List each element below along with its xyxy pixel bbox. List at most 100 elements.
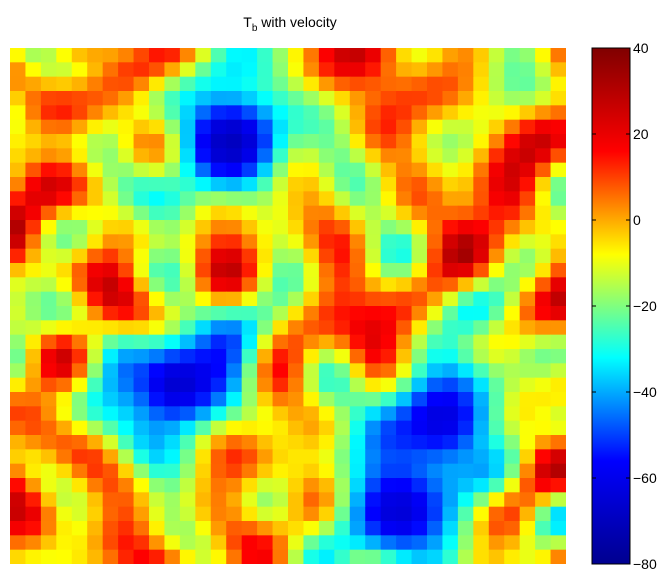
heatmap-cell [535, 134, 552, 149]
heatmap-cell [195, 62, 212, 78]
heatmap-cell [10, 349, 27, 364]
heatmap-cell [210, 535, 227, 551]
heatmap-cell [257, 320, 274, 336]
heatmap-cell [257, 506, 274, 522]
heatmap-cell [504, 377, 521, 393]
heatmap-cell [535, 205, 552, 221]
heatmap-cell [303, 205, 320, 221]
heatmap-cell [272, 119, 289, 135]
heatmap-cell [519, 91, 536, 106]
heatmap-cell [365, 420, 382, 436]
heatmap-cell [241, 377, 258, 393]
heatmap-cell [149, 220, 166, 235]
heatmap-cell [427, 449, 444, 465]
heatmap-cell [10, 177, 27, 192]
heatmap-cell [257, 463, 274, 479]
heatmap-cell [210, 549, 227, 564]
heatmap-cell [71, 91, 88, 106]
heatmap-cell [149, 363, 166, 379]
heatmap-cell [504, 205, 521, 221]
heatmap-cell [349, 349, 366, 364]
heatmap-cell [349, 91, 366, 106]
heatmap-cell [396, 248, 413, 264]
heatmap-cell [380, 277, 397, 293]
heatmap-cell [40, 478, 57, 493]
heatmap-cell [550, 549, 566, 564]
heatmap-cell [71, 291, 88, 307]
heatmap-cell [226, 205, 243, 221]
heatmap-cell [10, 277, 27, 293]
heatmap-cell [519, 406, 536, 422]
heatmap-cell [272, 478, 289, 493]
heatmap-cell [10, 449, 27, 465]
heatmap-cell [149, 62, 166, 78]
heatmap-cell [488, 134, 505, 149]
heatmap-cell [334, 105, 351, 121]
heatmap-cell [10, 320, 27, 336]
heatmap-cell [488, 420, 505, 436]
heatmap-cell [241, 291, 258, 307]
heatmap-cell [226, 263, 243, 278]
heatmap-cell [457, 234, 474, 250]
heatmap-cell [488, 277, 505, 293]
heatmap-cell [272, 234, 289, 250]
heatmap-cell [396, 521, 413, 536]
heatmap-cell [365, 76, 382, 92]
heatmap-cell [118, 91, 135, 106]
heatmap-cell [40, 191, 57, 207]
heatmap-cell [179, 91, 196, 106]
heatmap-cell [71, 463, 88, 479]
heatmap-cell [411, 177, 428, 192]
heatmap-cell [164, 334, 181, 350]
heatmap-cell [473, 220, 490, 235]
heatmap-cell [504, 62, 521, 78]
heatmap-cell [504, 119, 521, 135]
heatmap-cell [272, 148, 289, 164]
heatmap-cell [102, 506, 119, 522]
heatmap-cell [71, 248, 88, 264]
heatmap-cell [519, 549, 536, 564]
heatmap-cell [210, 277, 227, 293]
heatmap-cell [164, 162, 181, 178]
heatmap-cell [133, 449, 150, 465]
heatmap-cell [318, 234, 335, 250]
heatmap-cell [149, 162, 166, 178]
heatmap-cell [442, 134, 459, 149]
heatmap-cell [303, 392, 320, 407]
heatmap-cell [210, 205, 227, 221]
heatmap-cell [87, 363, 104, 379]
heatmap-cell [473, 377, 490, 393]
heatmap-cell [71, 234, 88, 250]
heatmap-cell [473, 119, 490, 135]
heatmap-cell [380, 349, 397, 364]
heatmap-cell [226, 291, 243, 307]
heatmap-cell [226, 48, 243, 63]
heatmap-cell [457, 134, 474, 149]
heatmap-cell [210, 191, 227, 207]
heatmap-cell [118, 420, 135, 436]
heatmap-cell [473, 248, 490, 264]
heatmap-cell [411, 148, 428, 164]
heatmap-cell [195, 549, 212, 564]
heatmap-cell [257, 48, 274, 63]
heatmap-cell [411, 134, 428, 149]
heatmap-cell [241, 363, 258, 379]
heatmap-cell [102, 492, 119, 508]
heatmap-cell [380, 291, 397, 307]
heatmap-cell [71, 162, 88, 178]
heatmap-cell [473, 48, 490, 63]
heatmap-cell [457, 363, 474, 379]
heatmap-cell [149, 76, 166, 92]
heatmap-cell [71, 377, 88, 393]
heatmap-cell [473, 148, 490, 164]
heatmap-cell [411, 478, 428, 493]
heatmap-cell [488, 535, 505, 551]
heatmap-cell [87, 220, 104, 235]
heatmap-cell [288, 463, 305, 479]
heatmap-cell [303, 162, 320, 178]
heatmap-cell [118, 291, 135, 307]
heatmap-cell [488, 449, 505, 465]
heatmap-cell [25, 521, 42, 536]
heatmap-cell [288, 48, 305, 63]
heatmap-cell [226, 234, 243, 250]
